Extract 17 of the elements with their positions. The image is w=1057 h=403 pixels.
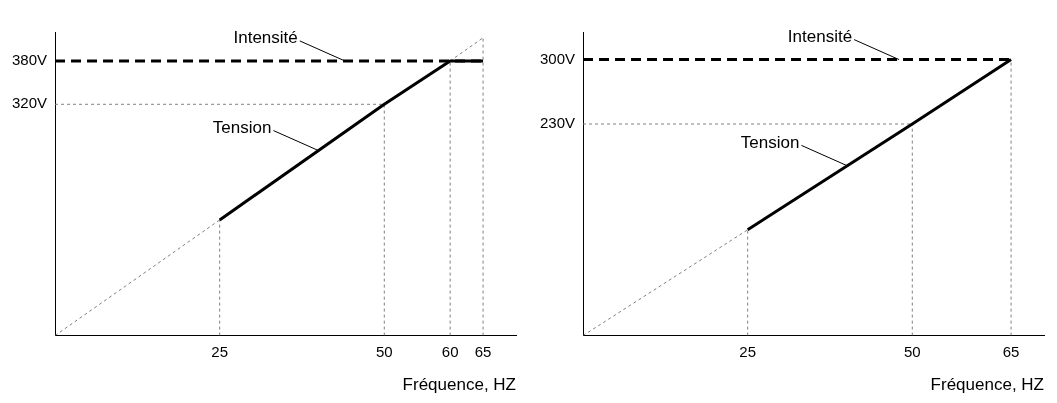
x-tick-label: 60 bbox=[441, 342, 459, 360]
x-tick-label: 50 bbox=[375, 342, 393, 360]
x-tick-label: 65 bbox=[1002, 342, 1020, 360]
y-tick-label: 230V bbox=[539, 114, 576, 132]
y-tick-label: 380V bbox=[11, 51, 48, 69]
x-tick-label: 25 bbox=[211, 342, 229, 360]
y-tick-label: 320V bbox=[11, 94, 48, 112]
annotation: Intensité bbox=[233, 28, 298, 48]
x-axis-title: Fréquence, HZ bbox=[930, 375, 1044, 395]
x-tick-label: 25 bbox=[739, 342, 757, 360]
annotation: Tension bbox=[740, 132, 800, 152]
x-tick-label: 65 bbox=[474, 342, 492, 360]
x-tick-label: 50 bbox=[903, 342, 921, 360]
y-tick-label: 300V bbox=[539, 49, 576, 67]
x-axis-title: Fréquence, HZ bbox=[402, 375, 516, 395]
annotation: Tension bbox=[212, 117, 272, 137]
annotation: Intensité bbox=[787, 26, 853, 46]
